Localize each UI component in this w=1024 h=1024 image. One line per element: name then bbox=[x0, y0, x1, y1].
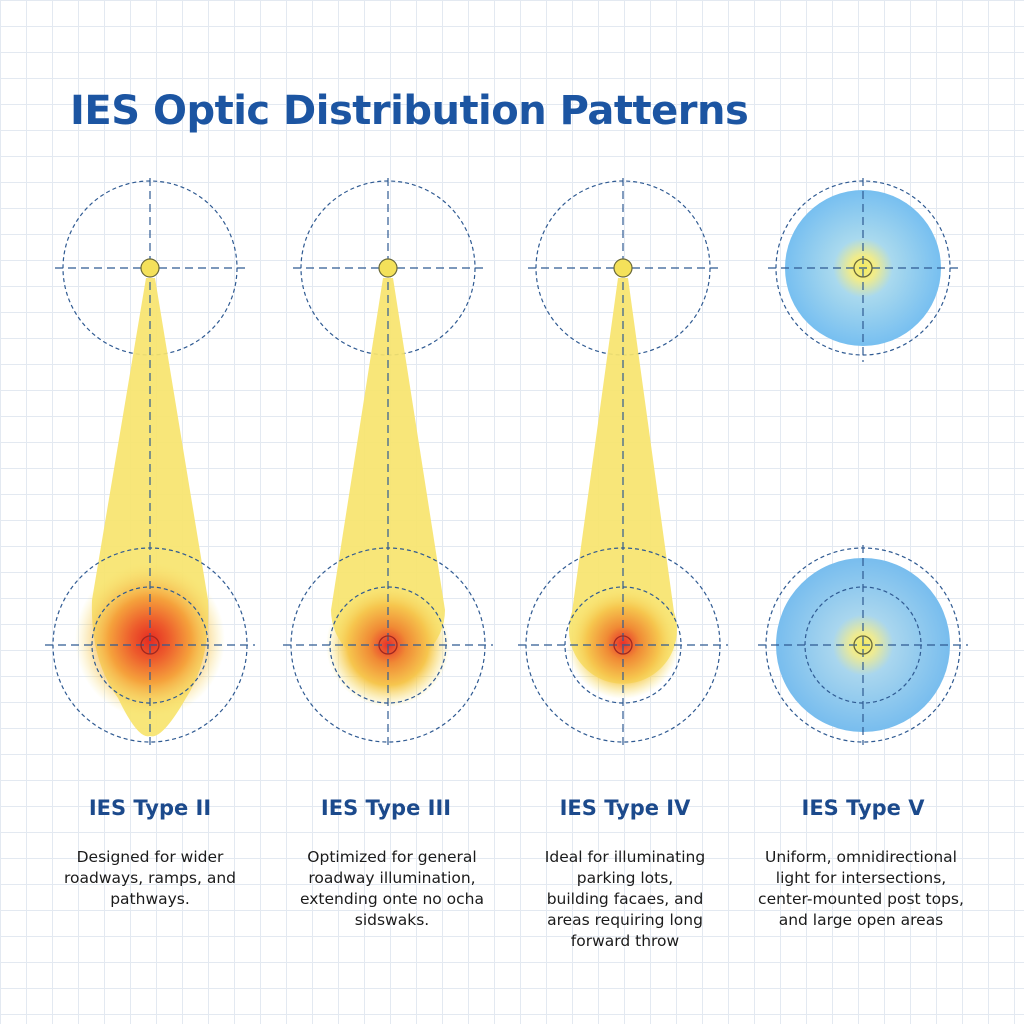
pattern-type-ii bbox=[45, 178, 255, 748]
pattern-title-type-ii: IES Type II bbox=[88, 796, 212, 820]
pattern-type-v bbox=[758, 178, 968, 745]
description-line: and large open areas bbox=[778, 911, 944, 929]
description-line: center-mounted post tops, bbox=[758, 890, 964, 908]
lower-center-dot bbox=[853, 635, 873, 655]
pattern-title-type-v: IES Type V bbox=[801, 796, 925, 820]
description-line: extending onte no ocha bbox=[299, 890, 485, 908]
pattern-description-type-iii: Optimized for general roadway illuminati… bbox=[272, 847, 512, 931]
description-line: Designed for wider bbox=[76, 848, 224, 866]
description-line: Uniform, omnidirectional bbox=[765, 848, 957, 866]
center-dot bbox=[140, 635, 160, 655]
description-line: pathways. bbox=[110, 890, 190, 908]
description-line: light for intersections, bbox=[775, 869, 947, 887]
hot-spot bbox=[567, 587, 679, 699]
description-line: Ideal for illuminating bbox=[544, 848, 706, 866]
description-line: Optimized for general bbox=[307, 848, 477, 866]
pattern-description-type-ii: Designed for wider roadways, ramps, and … bbox=[30, 847, 270, 910]
pattern-description-type-v: Uniform, omnidirectional light for inter… bbox=[741, 847, 981, 931]
upper-center-dot bbox=[853, 258, 873, 278]
light-beam bbox=[331, 278, 445, 667]
description-line: sidswaks. bbox=[354, 911, 430, 929]
description-line: forward throw bbox=[570, 932, 680, 950]
pattern-type-iii bbox=[283, 178, 493, 748]
description-line: roadways, ramps, and bbox=[63, 869, 237, 887]
page-title: IES Optic Distribution Patterns bbox=[70, 88, 749, 134]
luminaire-dot bbox=[613, 258, 633, 278]
pattern-description-type-iv: Ideal for illuminating parking lots, bui… bbox=[505, 847, 745, 952]
center-dot bbox=[613, 635, 633, 655]
pattern-title-type-iii: IES Type III bbox=[320, 796, 452, 820]
pattern-title-type-iv: IES Type IV bbox=[559, 796, 691, 820]
description-line: parking lots, bbox=[576, 869, 674, 887]
pattern-type-iv bbox=[518, 178, 728, 748]
luminaire-dot bbox=[378, 258, 398, 278]
luminaire-dot bbox=[140, 258, 160, 278]
center-dot bbox=[378, 635, 398, 655]
description-line: roadway illumination, bbox=[308, 869, 476, 887]
description-line: areas requiring long bbox=[547, 911, 703, 929]
description-line: building facaes, and bbox=[546, 890, 704, 908]
